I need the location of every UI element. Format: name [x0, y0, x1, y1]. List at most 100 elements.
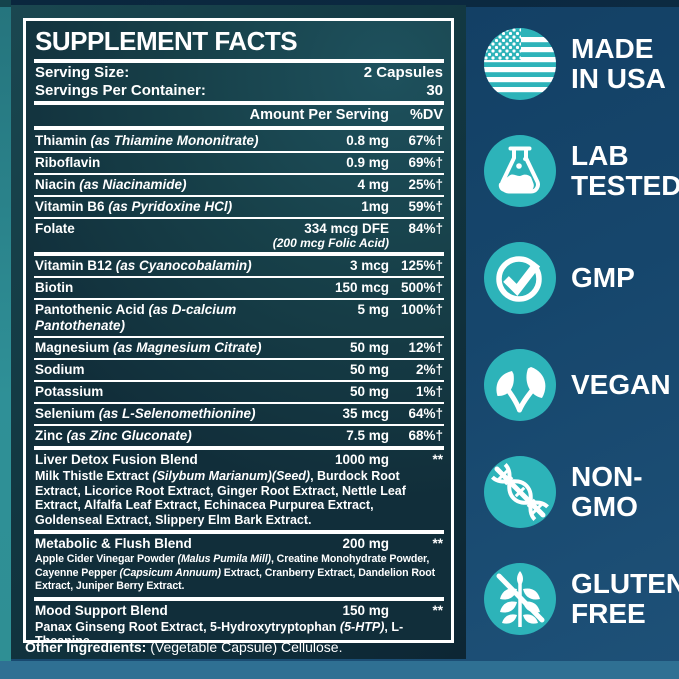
- nutrient-amount: 334 mcg DFE (200 mcg Folic Acid): [272, 221, 389, 250]
- nutrient-amount: 150 mcg: [334, 280, 389, 295]
- nutrient-name: Biotin: [35, 280, 74, 295]
- nutrient-dv: 67%†: [408, 133, 443, 148]
- gmp-check-icon: [484, 242, 556, 314]
- nutrient-dv: 68%†: [408, 428, 443, 443]
- badge-made-in-usa: MADE IN USA: [484, 28, 679, 100]
- blend-ingredients: Panax Ginseng Root Extract, 5-Hydroxytry…: [35, 619, 404, 643]
- badge-lab-tested: LAB TESTED: [484, 135, 679, 207]
- divider: [34, 59, 444, 63]
- badge-label: GLUTEN FREE: [571, 568, 679, 629]
- nutrient-amount: 0.8 mg: [346, 133, 389, 148]
- nutrient-dv: 1%†: [415, 384, 443, 399]
- nutrient-name: Sodium: [35, 362, 85, 377]
- nutrient-name: Pantothenic Acid (as D-calcium Pantothen…: [35, 302, 237, 333]
- usa-flag-icon: [484, 28, 556, 100]
- nutrient-name: Thiamin (as Thiamine Mononitrate): [35, 133, 259, 148]
- blend-amount: 150 mg: [342, 602, 389, 618]
- non-gmo-dna-icon: [484, 456, 556, 528]
- nutrient-dv: 84%†: [408, 221, 443, 236]
- badge-label: GMP: [571, 262, 635, 293]
- nutrient-amount: 50 mg: [349, 362, 389, 377]
- blend-amount: 1000 mg: [334, 452, 389, 467]
- nutrient-dv: 500%†: [400, 280, 443, 295]
- nutrient-dv: 2%†: [415, 362, 443, 377]
- badge-label: LAB TESTED: [571, 140, 679, 201]
- nutrient-amount: 4 mg: [357, 177, 389, 192]
- blend-name: Mood Support Blend: [35, 602, 168, 618]
- badge-vegan: VEGAN: [484, 349, 679, 421]
- backdrop-top-shade: [0, 0, 679, 7]
- nutrient-name: Folate: [35, 221, 75, 236]
- column-headers: Amount Per Serving %DV: [34, 106, 444, 125]
- badge-label: MADE IN USA: [571, 33, 666, 94]
- nutrient-row: Riboflavin 0.9 mg 69%†: [34, 153, 444, 175]
- serving-size-label: Serving Size:: [35, 64, 130, 81]
- blend-ingredients: Milk Thistle Extract (Silybum Marianum)(…: [35, 469, 406, 527]
- nutrient-row: Pantothenic Acid (as D-calcium Pantothen…: [34, 300, 444, 338]
- blend-name: Metabolic & Flush Blend: [35, 536, 192, 551]
- nutrient-dv: 59%†: [408, 199, 443, 214]
- dv-header: %DV: [409, 107, 443, 123]
- blend-ingredients: Apple Cider Vinegar Powder (Malus Pumila…: [35, 553, 436, 592]
- badge-gmp: GMP: [484, 242, 679, 314]
- backdrop-bottom-strip: [0, 661, 679, 679]
- nutrient-name: Niacin (as Niacinamide): [35, 177, 187, 192]
- nutrient-amount: 5 mg: [357, 302, 389, 317]
- nutrient-amount: 7.5 mg: [346, 428, 389, 443]
- vegan-leaf-icon: [484, 349, 556, 421]
- nutrient-amount: 50 mg: [349, 384, 389, 399]
- nutrient-name: Vitamin B12 (as Cyanocobalamin): [35, 258, 252, 273]
- nutrient-dv: 25%†: [408, 177, 443, 192]
- blend-row: Mood Support Blend 150 mg ** Panax Ginseng …: [34, 601, 444, 643]
- backdrop-teal-strip: [0, 0, 11, 661]
- blend-dv: **: [432, 452, 443, 467]
- badge-non-gmo: NON- GMO: [484, 456, 679, 528]
- badge-label: NON- GMO: [571, 461, 643, 522]
- blend-dv: **: [432, 536, 443, 551]
- servings-per-container-value: 30: [426, 82, 443, 99]
- nutrient-row: Biotin 150 mcg 500%†: [34, 278, 444, 300]
- nutrient-table: Thiamin (as Thiamine Mononitrate) 0.8 mg 6…: [34, 131, 444, 643]
- serving-size-row: Serving Size: 2 Capsules: [34, 64, 444, 82]
- nutrient-amount: 3 mcg: [349, 258, 389, 273]
- nutrient-dv: 100%†: [400, 302, 443, 317]
- panel-title: SUPPLEMENT FACTS: [35, 26, 298, 56]
- nutrient-name: Potassium: [35, 384, 104, 399]
- nutrient-row: Vitamin B6 (as Pyridoxine HCl) 1mg 59%†: [34, 197, 444, 219]
- other-ingredients-value: (Vegetable Capsule) Cellulose.: [150, 639, 343, 655]
- nutrient-amount: 0.9 mg: [346, 155, 389, 170]
- badge-gluten-free: GLUTEN FREE: [484, 563, 679, 635]
- blend-row: Liver Detox Fusion Blend 1000 mg ** Milk Th…: [34, 450, 444, 534]
- divider: [34, 101, 444, 105]
- other-ingredients: Other Ingredients: (Vegetable Capsule) C…: [25, 640, 455, 655]
- blend-row: Metabolic & Flush Blend 200 mg ** Apple Cid…: [34, 534, 444, 601]
- nutrient-name: Vitamin B6 (as Pyridoxine HCl): [35, 199, 233, 214]
- nutrient-name: Zinc (as Zinc Gluconate): [35, 428, 192, 443]
- nutrient-name: Selenium (as L-Selenomethionine): [35, 406, 256, 421]
- nutrient-dv: 125%†: [400, 258, 443, 273]
- servings-per-container-label: Servings Per Container:: [35, 82, 206, 99]
- facts-box: SUPPLEMENT FACTS Serving Size: 2 Capsule…: [23, 18, 454, 643]
- nutrient-row: Folate 334 mcg DFE (200 mcg Folic Acid) 84%…: [34, 219, 444, 256]
- gluten-free-wheat-icon: [484, 563, 556, 635]
- nutrient-dv: 69%†: [408, 155, 443, 170]
- lab-flask-icon: [484, 135, 556, 207]
- nutrient-row: Sodium 50 mg 2%†: [34, 360, 444, 382]
- nutrient-name: Riboflavin: [35, 155, 101, 170]
- nutrient-amount: 1mg: [361, 199, 389, 214]
- badge-label: VEGAN: [571, 369, 671, 400]
- nutrient-dv: 64%†: [408, 406, 443, 421]
- nutrient-amount: 50 mg: [349, 340, 389, 355]
- blend-name: Liver Detox Fusion Blend: [35, 452, 198, 467]
- nutrient-amount: 35 mcg: [342, 406, 389, 421]
- amount-per-serving-header: Amount Per Serving: [249, 107, 389, 123]
- blend-dv: **: [432, 602, 443, 618]
- serving-size-value: 2 Capsules: [363, 64, 443, 81]
- nutrient-row: Vitamin B12 (as Cyanocobalamin) 3 mcg 125%…: [34, 256, 444, 278]
- divider: [34, 126, 444, 130]
- servings-per-container-row: Servings Per Container: 30: [34, 82, 444, 100]
- blend-amount: 200 mg: [342, 536, 389, 551]
- nutrient-row: Niacin (as Niacinamide) 4 mg 25%†: [34, 175, 444, 197]
- nutrient-row: Thiamin (as Thiamine Mononitrate) 0.8 mg 6…: [34, 131, 444, 153]
